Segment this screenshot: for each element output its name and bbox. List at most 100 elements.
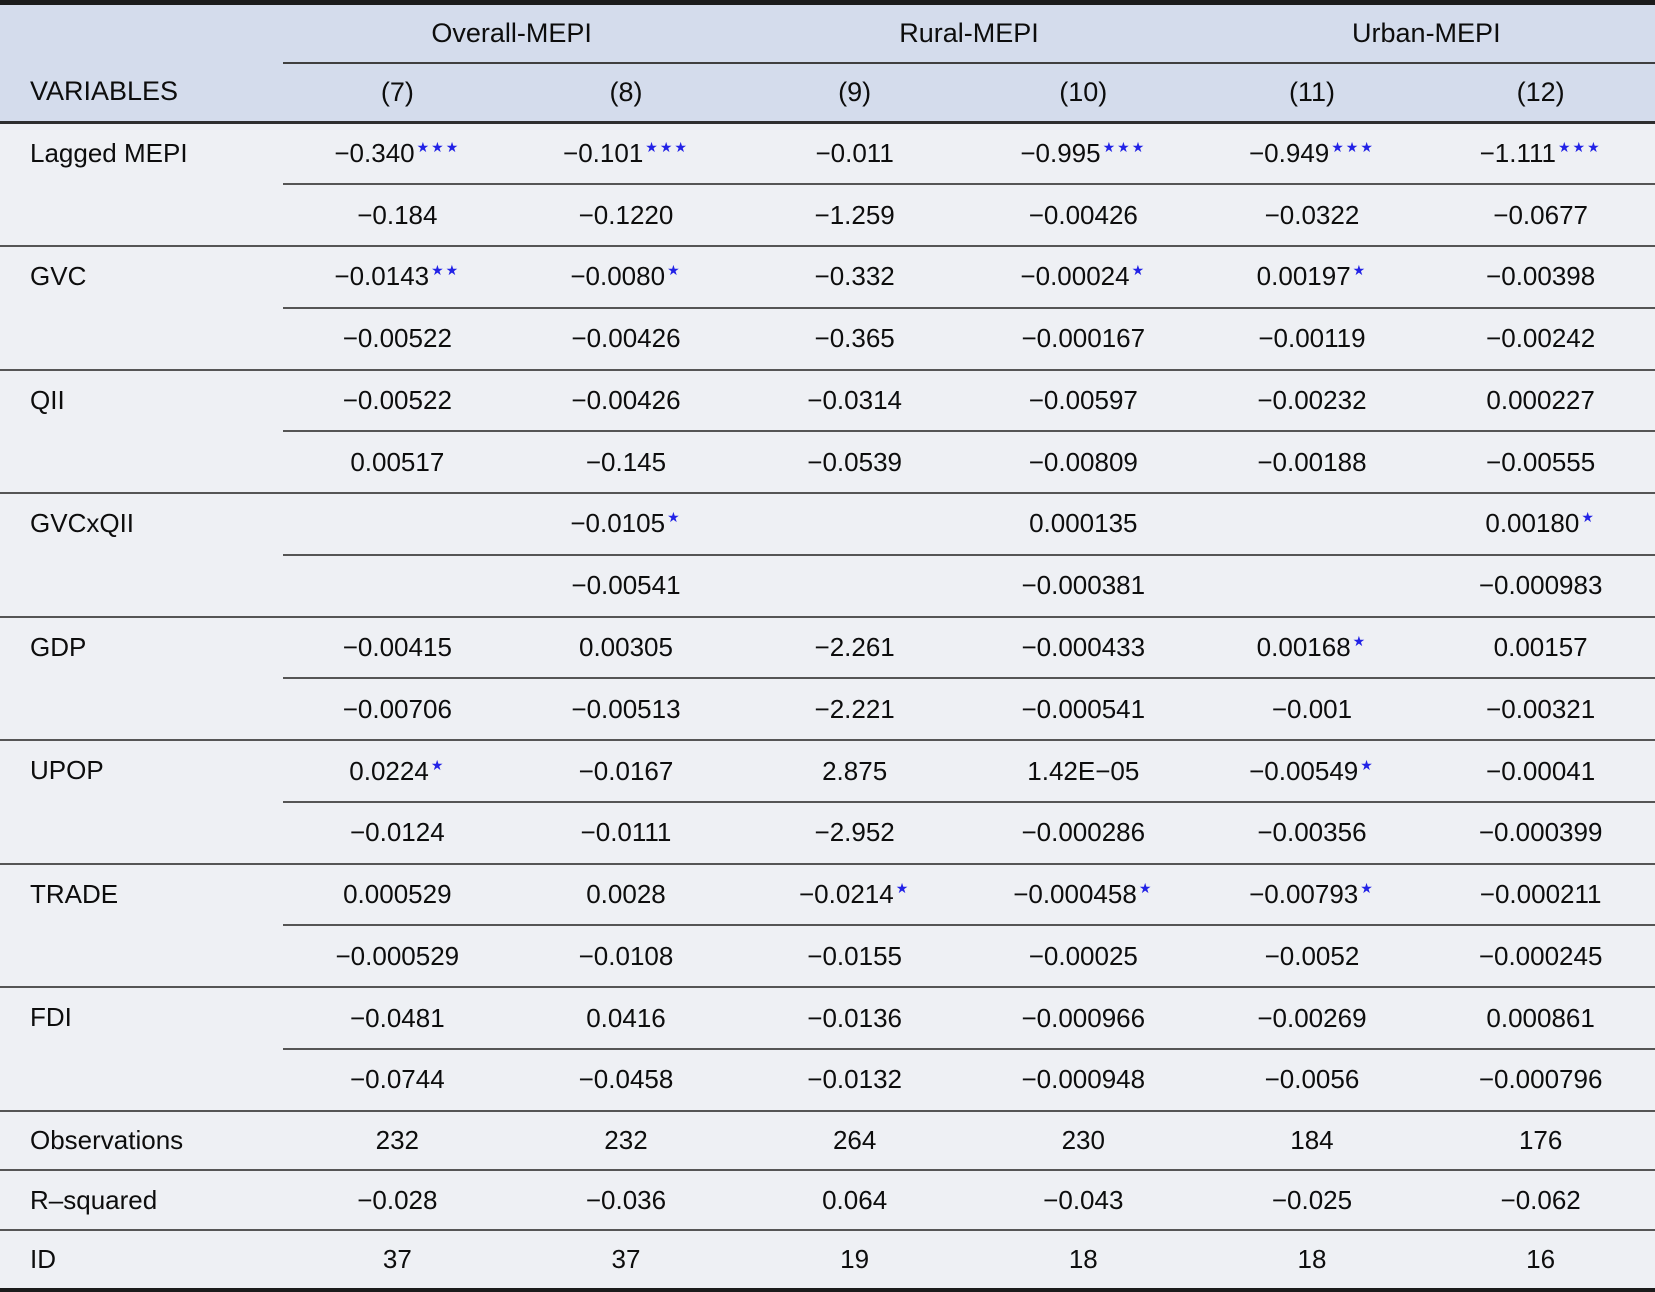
standard-error-cell: −0.000381 [968, 554, 1198, 618]
standard-error-cell: −0.00025 [968, 925, 1198, 989]
variables-header: VARIABLES [0, 62, 283, 124]
coefficient-cell: 0.00197 ★ [1197, 246, 1427, 309]
standard-error-cell: −0.000983 [1426, 554, 1655, 618]
significance-stars: ★★★ [645, 139, 689, 156]
coefficient-row: Lagged MEPI −0.340 ★★★ −0.101 ★★★ −0.011 −0.99… [0, 122, 1655, 248]
coefficient-cell: −0.00024 ★ [968, 246, 1198, 309]
standard-error-cell: −0.00522 [283, 307, 512, 371]
coefficient-cell: 0.000861 [1426, 987, 1655, 1050]
standard-error-cell: −0.00119 [1197, 307, 1427, 371]
standard-error-cell: −0.00426 [968, 184, 1198, 248]
coefficient-cell: 0.000529 [283, 863, 512, 927]
coefficient-cell: −0.000211 [1426, 863, 1655, 927]
coefficient-cell: −0.0167 [511, 740, 741, 803]
summary-value-cell: −0.062 [1426, 1170, 1655, 1232]
group-header-rural-mepi: Rural-MEPI [740, 2, 1198, 64]
coefficient-cell: −0.00549 ★ [1197, 740, 1427, 803]
summary-value-cell: −0.028 [283, 1170, 512, 1232]
coefficient-cell [283, 493, 512, 556]
table-header: Overall-MEPI Rural-MEPI Urban-MEPI VARIA… [0, 2, 1655, 124]
column-header-row: VARIABLES (7) (8) (9) (10) (11) (12) [0, 62, 1655, 124]
group-header-urban-mepi: Urban-MEPI [1197, 2, 1655, 64]
significance-stars: ★ [1360, 880, 1375, 897]
summary-value-cell: 264 [740, 1110, 969, 1172]
column-header-7: (7) [283, 62, 512, 124]
coefficient-cell: 1.42E−05 [968, 740, 1198, 803]
significance-stars: ★ [1131, 262, 1147, 279]
standard-error-cell: −0.00321 [1426, 678, 1655, 742]
coefficient-row: GVCxQII −0.0105 ★ 0.000135 0.00180 ★ [0, 493, 1655, 618]
summary-value-cell: 0.064 [740, 1170, 969, 1232]
variable-label: TRADE [0, 863, 283, 989]
significance-stars: ★★★ [1331, 139, 1375, 156]
significance-stars: ★ [895, 880, 911, 897]
summary-value-cell: 18 [968, 1230, 1198, 1291]
coefficient-cell: −0.0314 [740, 369, 969, 433]
summary-value-cell: 184 [1197, 1110, 1427, 1172]
standard-error-cell: −0.000167 [968, 307, 1198, 371]
standard-error-cell: −0.184 [283, 184, 512, 248]
coefficient-cell: 0.0028 [511, 863, 741, 927]
coefficient-cell: 0.000227 [1426, 369, 1655, 433]
standard-error-cell: −0.00513 [511, 678, 741, 742]
standard-error-cell: −0.1220 [511, 184, 741, 248]
coefficient-row: UPOP 0.0224 ★ −0.0167 2.875 1.42E−05 −0.00549 ★… [0, 740, 1655, 865]
summary-row: Observations 232 232 264 230 184 176 [0, 1110, 1655, 1172]
coefficient-cell: −0.00398 [1426, 246, 1655, 309]
significance-stars: ★★★ [1102, 139, 1147, 156]
summary-value-cell: 232 [283, 1110, 512, 1172]
coefficient-cell: 0.000135 [968, 493, 1198, 556]
summary-value-cell: −0.043 [968, 1170, 1198, 1232]
column-header-10: (10) [968, 62, 1198, 124]
standard-error-cell: −0.0744 [283, 1048, 512, 1112]
summary-row: ID 37 37 19 18 18 16 [0, 1230, 1655, 1291]
coefficient-row: FDI −0.0481 0.0416 −0.0136 −0.000966 −0.00269… [0, 987, 1655, 1112]
significance-stars: ★ [1352, 633, 1368, 649]
significance-stars: ★ [667, 262, 682, 279]
coefficient-cell: 0.0416 [511, 987, 741, 1050]
significance-stars: ★★★ [416, 139, 461, 156]
significance-stars: ★ [1360, 756, 1375, 773]
column-header-11: (11) [1197, 62, 1427, 124]
standard-error-cell: −0.000541 [968, 678, 1198, 742]
coefficient-cell: −0.0481 [283, 987, 512, 1050]
standard-error-cell: −0.0539 [740, 431, 969, 495]
coefficient-cell: −0.101 ★★★ [511, 122, 741, 186]
variable-label: Lagged MEPI [0, 122, 283, 248]
standard-error-cell: −0.365 [740, 307, 969, 371]
column-header-9: (9) [740, 62, 969, 124]
coefficient-cell [1197, 493, 1427, 556]
standard-error-cell: −2.221 [740, 678, 969, 742]
standard-error-cell: −0.0108 [511, 925, 741, 989]
coefficient-cell: −0.00793 ★ [1197, 863, 1427, 927]
standard-error-cell: −0.145 [511, 431, 741, 495]
coefficient-cell: −0.0143 ★★ [283, 246, 512, 309]
coefficient-cell: −0.00041 [1426, 740, 1655, 803]
summary-value-cell: 37 [511, 1230, 741, 1291]
coefficient-cell: −0.000433 [968, 616, 1198, 680]
summary-value-cell: 19 [740, 1230, 969, 1291]
coefficient-cell: 0.00180 ★ [1426, 493, 1655, 556]
standard-error-cell: −0.0677 [1426, 184, 1655, 248]
coefficient-cell: 0.0224 ★ [283, 740, 512, 803]
coefficient-row: GDP −0.00415 0.00305 −2.261 −0.000433 0.00168… [0, 616, 1655, 742]
standard-error-cell: −0.0322 [1197, 184, 1427, 248]
standard-error-cell: −0.00356 [1197, 801, 1427, 865]
standard-error-cell: −0.001 [1197, 678, 1427, 742]
summary-value-cell: 176 [1426, 1110, 1655, 1172]
standard-error-cell: −0.000286 [968, 801, 1198, 865]
column-header-12: (12) [1426, 62, 1655, 124]
significance-stars: ★★★ [1558, 139, 1602, 156]
standard-error-cell [740, 554, 969, 618]
coefficient-cell: −0.995 ★★★ [968, 122, 1198, 186]
coefficient-cell: 2.875 [740, 740, 969, 803]
summary-value-cell: 37 [283, 1230, 512, 1291]
coefficient-cell: −0.0105 ★ [511, 493, 741, 556]
standard-error-cell: −0.00242 [1426, 307, 1655, 371]
coefficient-cell: −0.00597 [968, 369, 1198, 433]
standard-error-cell: −1.259 [740, 184, 969, 248]
summary-value-cell: 16 [1426, 1230, 1655, 1291]
summary-label: Observations [0, 1110, 283, 1172]
standard-error-row: −0.000529 −0.0108 −0.0155 −0.00025 −0.0052 −0… [0, 925, 1655, 989]
coefficient-cell [740, 493, 969, 556]
